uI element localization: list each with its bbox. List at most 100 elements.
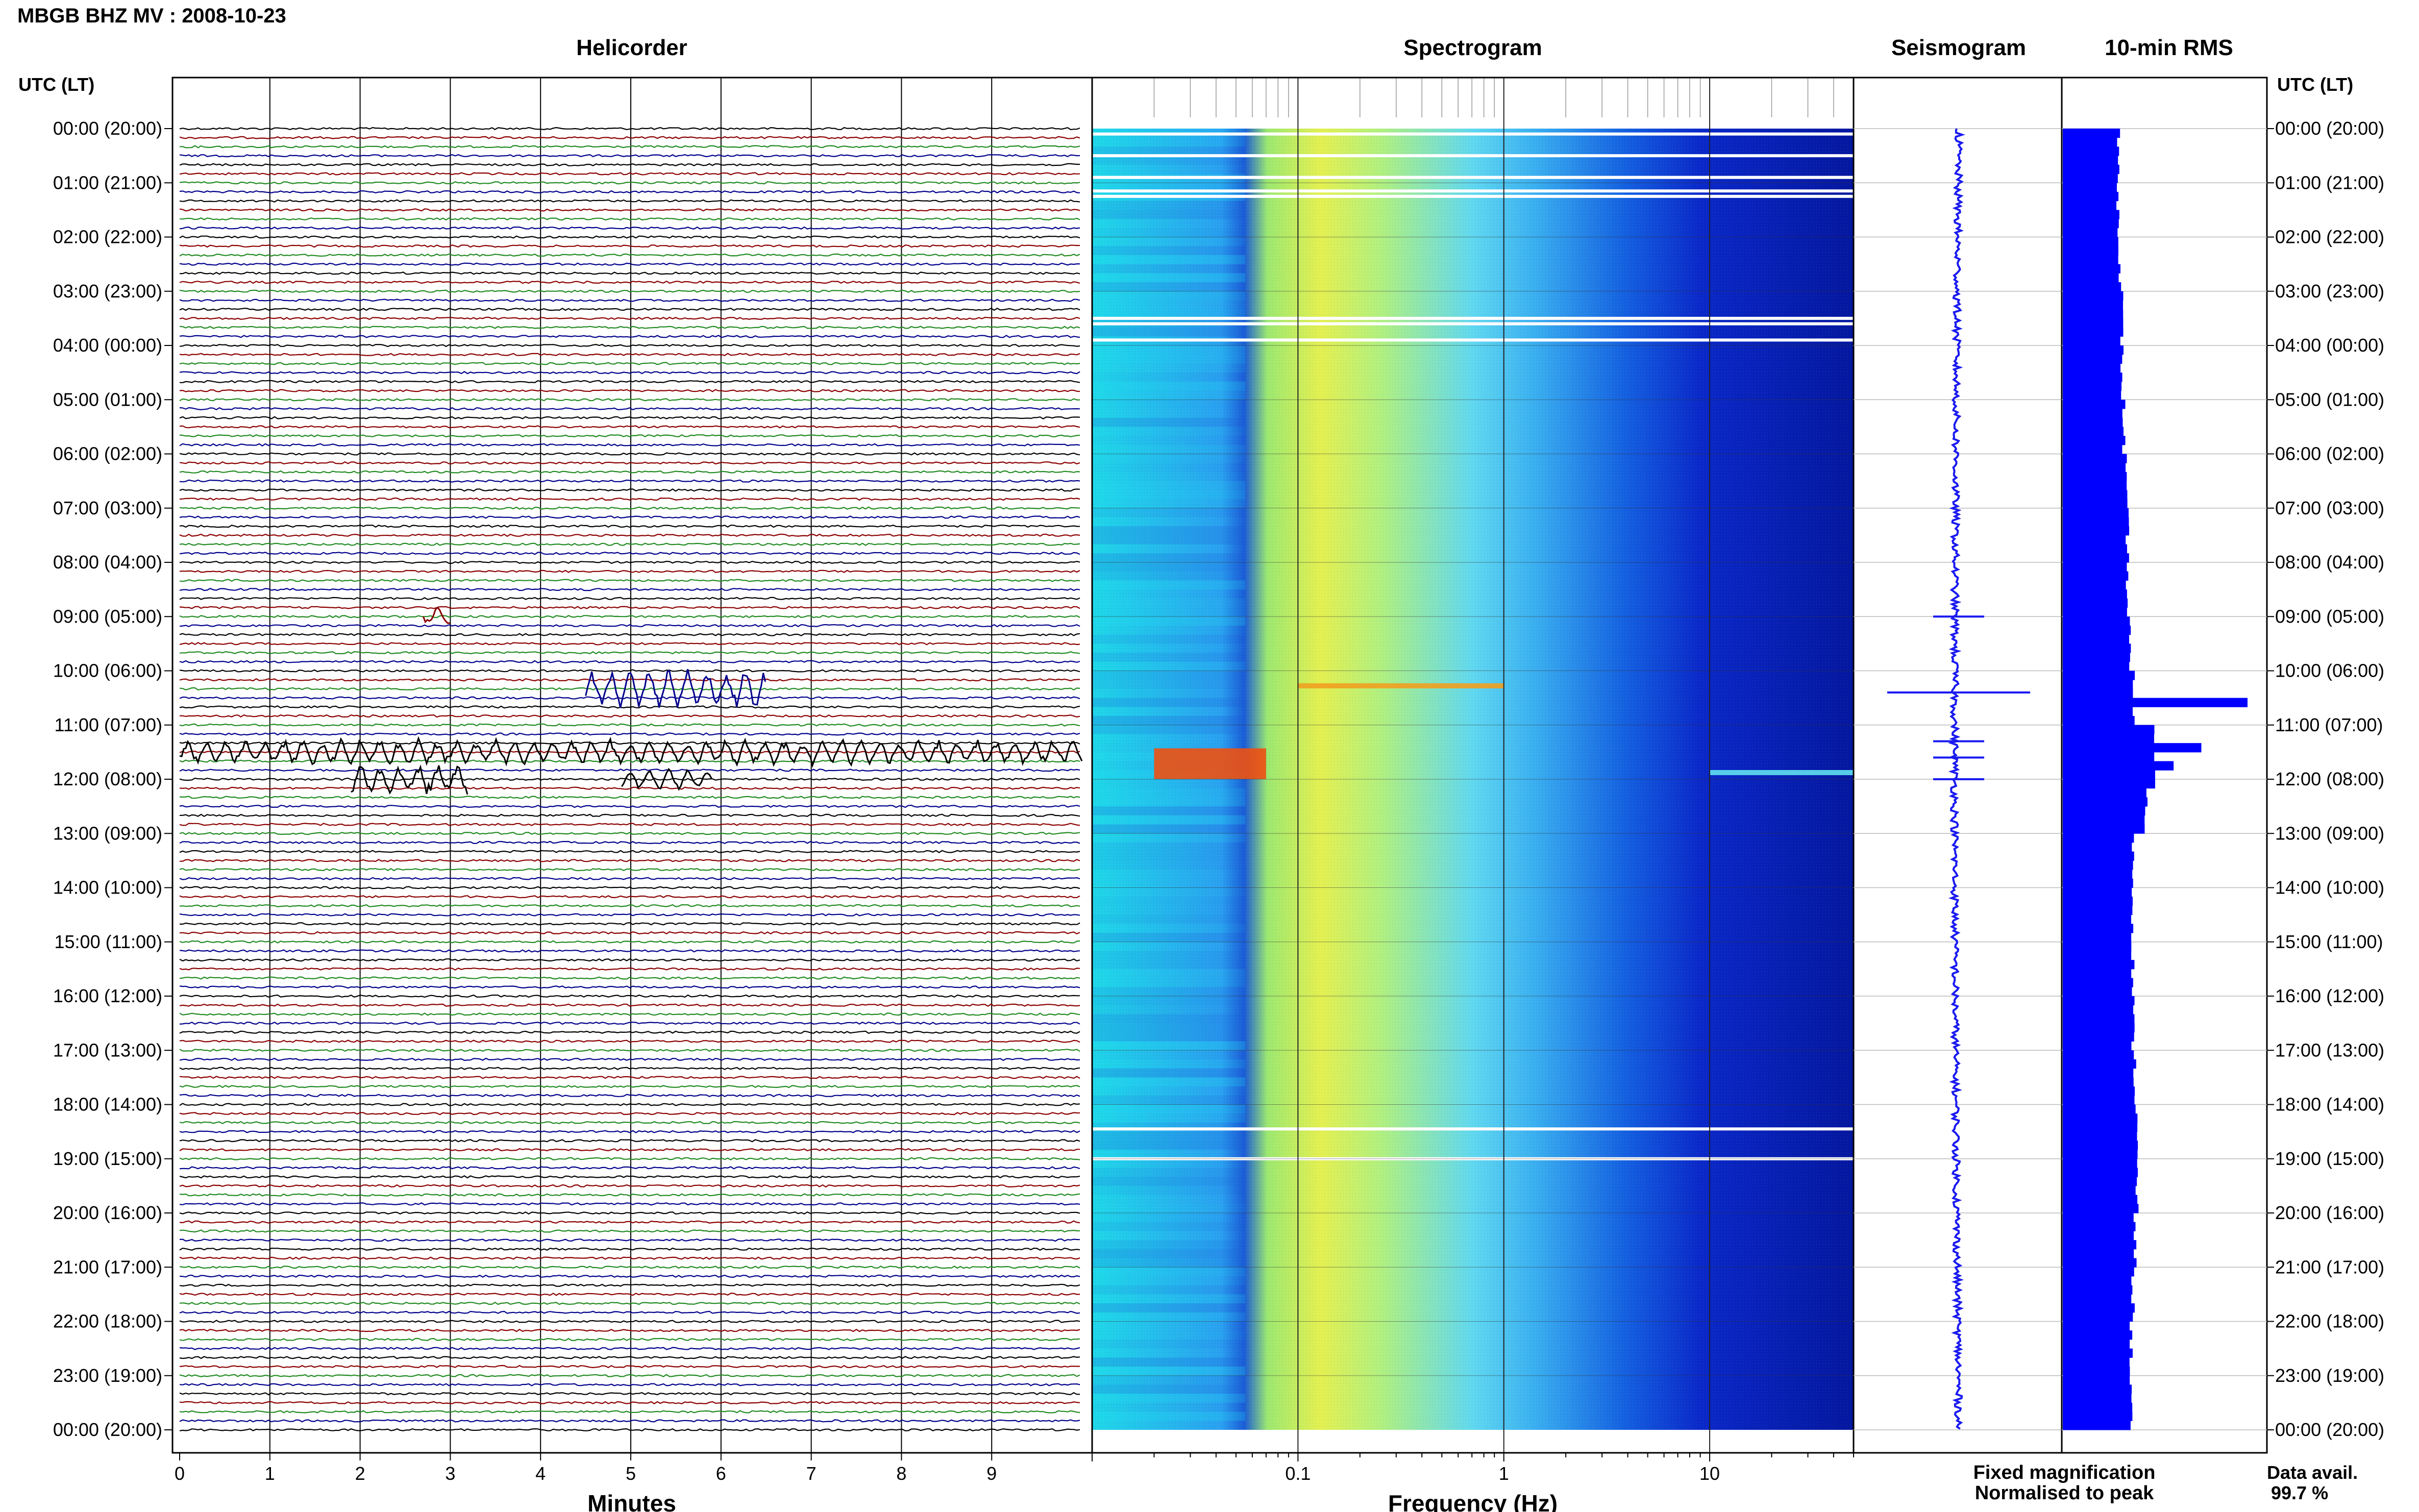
helicorder-trace-line [179, 660, 1080, 663]
spectrogram-row-band [1092, 960, 1245, 969]
helicorder-x-tick-label: 6 [716, 1463, 726, 1484]
utc-label-right: UTC (LT) [2277, 74, 2353, 95]
helicorder-trace-line [179, 1383, 1080, 1386]
spectrogram-row-band [1092, 580, 1245, 590]
spectrogram-row-band [1092, 598, 1245, 608]
helicorder-trace-line [179, 479, 1080, 483]
spectrogram-row-band [1092, 472, 1245, 481]
spectrogram-row-band [1092, 508, 1245, 517]
spectrogram-row-band [1092, 824, 1245, 834]
spectrogram-row-band [1092, 156, 1245, 165]
helicorder-event-trace [351, 764, 468, 795]
helicorder-trace-line [179, 452, 1080, 456]
rms-bar [2063, 553, 2129, 563]
helicorder-trace-line [179, 1220, 1080, 1224]
helicorder-trace-line [179, 1401, 1080, 1405]
rms-bar [2063, 137, 2117, 147]
rms-bar [2063, 1303, 2135, 1313]
helicorder-x-axis: 0 1 2 3 4 5 6 7 8 9 [175, 1453, 997, 1484]
helicorder-event-trace [422, 606, 450, 624]
utc-label-left: UTC (LT) [18, 74, 94, 95]
spectrogram-row-band [1092, 571, 1245, 581]
helicorder-x-tick-label: 1 [265, 1463, 275, 1484]
helicorder-trace-line [179, 370, 1080, 375]
spectrogram-row-band [1092, 707, 1245, 716]
rms-bar [2063, 219, 2119, 229]
helicorder-trace-line [179, 497, 1080, 501]
rms-bar [2063, 264, 2120, 274]
helicorder-trace-line [179, 913, 1080, 916]
spectrogram-row-band [1092, 1303, 1245, 1312]
rms-bar [2063, 336, 2120, 346]
helicorder-trace-line [179, 552, 1080, 555]
rms-bar [2063, 842, 2132, 852]
helicorder-trace-line [179, 1067, 1080, 1070]
spectrogram-row-band [1092, 851, 1245, 861]
rms-bar [2063, 1321, 2130, 1331]
rms-bar [2063, 580, 2126, 590]
spectrogram-row-band [1092, 870, 1245, 879]
time-label-left: 11:00 (07:00) [55, 714, 162, 735]
rms-bar [2063, 743, 2202, 753]
rms-bar [2063, 472, 2127, 482]
rms-bar [2063, 625, 2131, 635]
time-label-right: 00:00 (20:00) [2275, 118, 2384, 139]
helicorder-trace-line [179, 705, 1080, 709]
helicorder-trace-line [179, 615, 1080, 618]
spectrogram-row-band [1092, 1240, 1245, 1249]
time-label-right: 17:00 (13:00) [2275, 1039, 2384, 1060]
helicorder-trace-line [179, 136, 1080, 139]
time-label-left: 06:00 (02:00) [53, 443, 162, 464]
helicorder-trace-line [179, 190, 1080, 194]
rms-title: 10-min RMS [2105, 35, 2233, 60]
spectrogram-row-band [1092, 1204, 1245, 1213]
spectrogram-row-band [1092, 1005, 1245, 1014]
helicorder-trace-line [179, 461, 1080, 465]
rms-bar [2063, 1258, 2137, 1268]
helicorder-trace-line [179, 687, 1080, 691]
spectrogram-row-band [1092, 1086, 1245, 1096]
helicorder-trace-line [179, 1328, 1080, 1332]
spectrogram-row-band [1092, 779, 1245, 788]
rms-bar [2063, 390, 2121, 400]
spectrogram-row-band [1092, 201, 1245, 210]
spectrogram-grid [1092, 78, 1854, 1453]
helicorder-trace-line [179, 886, 1080, 889]
spectrogram-row-band [1092, 327, 1245, 337]
rms-bar [2063, 191, 2119, 202]
helicorder-trace-line [179, 633, 1080, 636]
rms-bar [2063, 860, 2133, 870]
rms-bar [2063, 273, 2119, 283]
legend-normalised-to-peak: Normalised to peak [1975, 1482, 2154, 1504]
spectrogram-row-band [1092, 246, 1245, 255]
helicorder-trace-line [179, 569, 1080, 573]
helicorder-trace-line [179, 1112, 1080, 1116]
helicorder-trace-line [179, 1238, 1080, 1242]
time-label-left: 14:00 (10:00) [53, 877, 162, 898]
rms-bar [2063, 436, 2126, 445]
spectrogram-row-band [1092, 1249, 1245, 1258]
spectrogram-data-gap [1092, 189, 1854, 193]
helicorder-trace-line [179, 804, 1080, 808]
spectrogram-row-band [1092, 1330, 1245, 1340]
spectrogram-row-band [1092, 1059, 1245, 1069]
time-label-right: 00:00 (20:00) [2275, 1419, 2384, 1440]
helicorder-trace-line [179, 181, 1080, 185]
spectrogram-row-band [1092, 228, 1245, 237]
rms-bar [2063, 725, 2155, 734]
spectrogram-row-band [1092, 634, 1245, 644]
helicorder-x-tick-label: 2 [355, 1463, 365, 1484]
helicorder-x-tick-label: 0 [175, 1463, 185, 1484]
time-label-right: 05:00 (01:00) [2275, 389, 2384, 410]
spectrogram-row-band [1092, 499, 1245, 508]
helicorder-trace-line [179, 976, 1080, 980]
rms-bar [2063, 806, 2145, 816]
helicorder-trace-line [179, 994, 1080, 998]
rms-bar [2063, 616, 2130, 626]
rms-bar [2063, 490, 2128, 500]
legend-fixed-magnification: Fixed magnification [1973, 1462, 2156, 1483]
time-label-right: 18:00 (14:00) [2275, 1094, 2384, 1115]
rms-bar [2063, 318, 2124, 328]
helicorder-trace-line [179, 443, 1080, 447]
